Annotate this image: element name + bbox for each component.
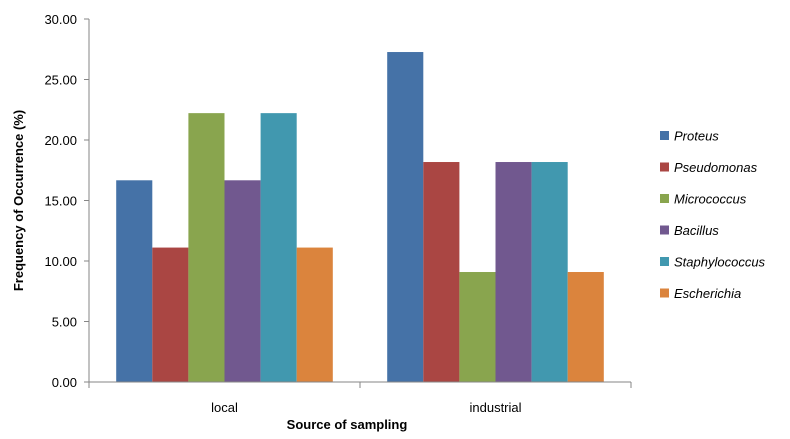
bar-micrococcus-local (188, 113, 225, 382)
bar-proteus-industrial (387, 52, 424, 383)
y-tick-label: 10.00 (44, 254, 77, 269)
bars-layer (116, 52, 604, 383)
y-tick-label: 5.00 (52, 315, 77, 330)
legend-label-pseudomonas: Pseudomonas (674, 160, 758, 175)
bar-proteus-local (116, 180, 153, 382)
legend-swatch-bacillus (660, 225, 669, 235)
legend-label-micrococcus: Micrococcus (674, 192, 747, 207)
y-axis-ticks: 0.00 5.00 10.00 15.00 20.00 25.00 30.00 (44, 12, 89, 390)
y-tick-label: 30.00 (44, 12, 77, 27)
legend-label-bacillus: Bacillus (674, 223, 719, 238)
x-category-label-industrial: industrial (469, 400, 521, 415)
legend-swatch-micrococcus (660, 194, 669, 203)
bar-escherichia-industrial (567, 272, 604, 382)
legend-swatch-staphylococcus (660, 257, 669, 266)
y-tick-label: 0.00 (52, 375, 77, 390)
y-tick-label: 15.00 (44, 194, 77, 209)
bar-staphylococcus-industrial (531, 162, 568, 382)
bar-pseudomonas-industrial (423, 162, 460, 382)
legend-label-staphylococcus: Staphylococcus (674, 255, 766, 270)
legend-swatch-proteus (660, 131, 669, 140)
bar-bacillus-local (224, 180, 261, 382)
bar-pseudomonas-local (152, 247, 189, 382)
bar-bacillus-industrial (495, 162, 532, 382)
x-axis-title: Source of sampling (287, 417, 408, 432)
legend-swatch-pseudomonas (660, 162, 669, 172)
x-axis-ticks: local industrial (88, 382, 632, 415)
y-tick-label: 20.00 (44, 133, 77, 148)
bar-escherichia-local (296, 247, 333, 382)
legend-swatch-escherichia (660, 288, 669, 298)
y-tick-label: 25.00 (44, 73, 77, 88)
bar-staphylococcus-local (260, 113, 297, 382)
legend-label-proteus: Proteus (674, 129, 719, 144)
legend: Proteus Pseudomonas Micrococcus Bacillus Sta… (660, 129, 766, 301)
y-axis-title: Frequency of Occurrence (%) (11, 110, 26, 291)
legend-label-escherichia: Escherichia (674, 286, 741, 301)
x-category-label-local: local (211, 400, 238, 415)
bar-micrococcus-industrial (459, 272, 496, 382)
